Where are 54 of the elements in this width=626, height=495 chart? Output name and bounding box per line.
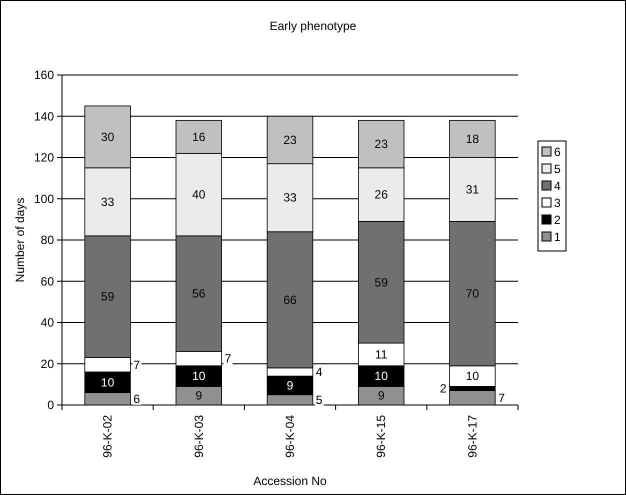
data-label: 30 — [100, 130, 115, 144]
data-label: 10 — [100, 375, 115, 390]
data-label: 7 — [133, 358, 140, 372]
data-label: 10 — [374, 369, 388, 384]
data-label: 66 — [283, 292, 297, 307]
data-label: 9 — [378, 388, 385, 403]
x-tick-label: 96-K-15 — [374, 414, 388, 458]
data-label: 11 — [374, 347, 388, 362]
data-label: 70 — [466, 286, 480, 301]
y-tick-label: 160 — [34, 68, 54, 82]
legend-label: 5 — [554, 162, 561, 176]
legend-label: 1 — [554, 230, 561, 244]
y-tick-label: 40 — [40, 316, 54, 330]
data-label: 33 — [283, 190, 297, 205]
x-tick-label: 96-K-17 — [465, 414, 480, 458]
data-label: 23 — [374, 137, 388, 152]
data-label: 10 — [466, 369, 480, 384]
data-label: 33 — [100, 194, 115, 209]
data-label: 7 — [498, 390, 506, 405]
legend-label: 2 — [554, 213, 561, 227]
x-tick-label: 96-K-02 — [100, 414, 115, 458]
data-label: 59 — [374, 275, 388, 290]
data-label: 9 — [286, 378, 294, 392]
bar — [449, 390, 496, 406]
y-tick-label: 20 — [40, 356, 54, 371]
data-label: 23 — [283, 132, 297, 147]
legend-label: 4 — [554, 179, 561, 193]
data-label: 40 — [192, 188, 206, 202]
y-tick-label: 100 — [34, 192, 54, 206]
data-label: 4 — [316, 365, 323, 379]
x-tick-label: 96-K-04 — [283, 414, 297, 458]
y-axis-title: Number of days — [13, 198, 27, 282]
data-label: 9 — [195, 388, 202, 403]
data-label: 59 — [100, 290, 115, 304]
chart-title: Early phenotype — [270, 19, 357, 33]
data-label: 16 — [192, 130, 206, 144]
y-tick-label: 60 — [40, 274, 54, 288]
y-tick-label: 120 — [34, 150, 54, 164]
y-tick-label: 0 — [47, 398, 54, 412]
y-tick-label: 80 — [40, 233, 54, 247]
data-label: 2 — [440, 382, 447, 396]
data-label: 26 — [374, 188, 388, 202]
x-axis-title: Accession No — [253, 474, 328, 488]
data-label: 6 — [133, 392, 140, 406]
data-label: 5 — [316, 392, 323, 407]
legend-label: 3 — [554, 196, 561, 210]
x-tick-label: 96-K-03 — [192, 414, 206, 458]
data-label: 18 — [466, 132, 480, 146]
y-tick-label: 140 — [34, 109, 54, 124]
data-label: 7 — [224, 352, 232, 366]
data-label: 56 — [192, 286, 206, 301]
legend-label: 6 — [554, 145, 561, 159]
data-label: 10 — [192, 369, 206, 384]
data-label: 31 — [466, 182, 480, 196]
